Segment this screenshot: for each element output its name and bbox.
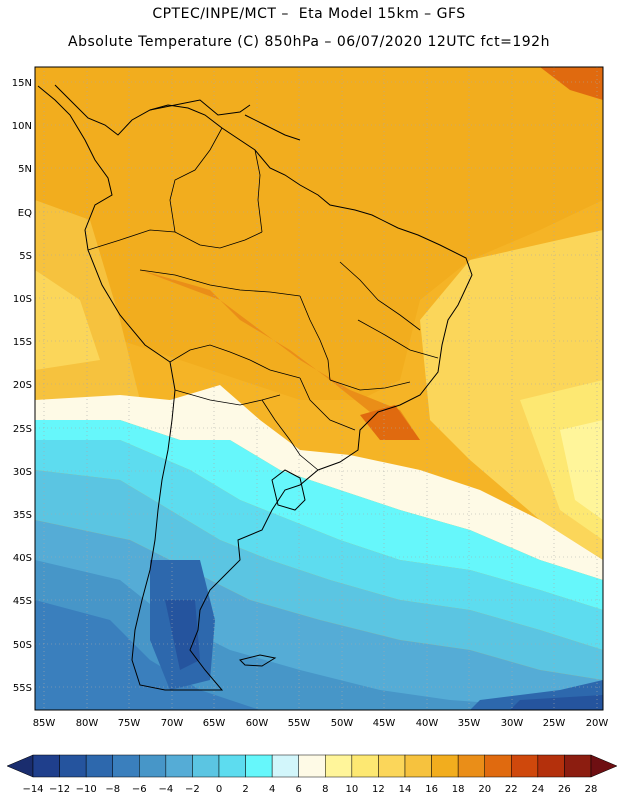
colorbar-swatch bbox=[192, 754, 220, 778]
colorbar-label: 4 bbox=[269, 784, 275, 795]
temperature-field bbox=[35, 67, 603, 710]
colorbar-swatch bbox=[218, 754, 246, 778]
lat-label: EQ bbox=[18, 208, 32, 219]
lon-label: 25W bbox=[543, 718, 566, 729]
colorbar-swatch bbox=[325, 754, 353, 778]
colorbar-low-arrow bbox=[6, 754, 34, 778]
colorbar-swatch bbox=[165, 754, 193, 778]
lat-label: 50S bbox=[13, 640, 32, 651]
colorbar-swatch bbox=[271, 754, 299, 778]
colorbar-swatch bbox=[245, 754, 273, 778]
lat-label: 45S bbox=[13, 596, 32, 607]
colorbar-label: −4 bbox=[158, 784, 173, 795]
latitude-axis: 15N 10N 5N EQ 5S 10S 15S 20S 25S 30S 35S… bbox=[12, 78, 32, 694]
colorbar-swatch bbox=[431, 754, 459, 778]
lon-label: 35W bbox=[458, 718, 481, 729]
colorbar-label: −2 bbox=[185, 784, 200, 795]
colorbar-swatch bbox=[112, 754, 140, 778]
colorbar-swatch bbox=[298, 754, 326, 778]
colorbar-label: 2 bbox=[242, 784, 248, 795]
lat-label: 20S bbox=[13, 380, 32, 391]
colorbar-label: 8 bbox=[322, 784, 328, 795]
colorbar-label: 22 bbox=[505, 784, 518, 795]
lat-label: 5N bbox=[18, 164, 32, 175]
lon-label: 75W bbox=[118, 718, 141, 729]
lon-label: 40W bbox=[416, 718, 439, 729]
colorbar-swatch bbox=[85, 754, 113, 778]
country-borders bbox=[87, 127, 439, 471]
map-title-line2: Absolute Temperature (C) 850hPa – 06/07/… bbox=[68, 34, 550, 50]
map-frame bbox=[34, 66, 604, 711]
lat-label: 10N bbox=[12, 121, 32, 132]
lon-label: 45W bbox=[373, 718, 396, 729]
lon-label: 50W bbox=[331, 718, 354, 729]
colorbar-label: 20 bbox=[478, 784, 491, 795]
lon-label: 20W bbox=[586, 718, 609, 729]
colorbar-label: −12 bbox=[49, 784, 70, 795]
colorbar-label: −10 bbox=[76, 784, 97, 795]
colorbar-label: 14 bbox=[399, 784, 412, 795]
longitude-axis: 85W 80W 75W 70W 65W 60W 55W 50W 45W 40W … bbox=[33, 718, 609, 729]
lat-label: 35S bbox=[13, 510, 32, 521]
lat-label: 25S bbox=[13, 424, 32, 435]
colorbar-label: 10 bbox=[345, 784, 358, 795]
colorbar-swatch bbox=[537, 754, 565, 778]
lat-label: 5S bbox=[19, 251, 32, 262]
colorbar-swatch bbox=[484, 754, 512, 778]
lon-label: 70W bbox=[161, 718, 184, 729]
coastline-outline bbox=[37, 84, 473, 691]
colorbar-swatch bbox=[351, 754, 379, 778]
colorbar-label: 0 bbox=[216, 784, 222, 795]
temperature-colorbar: −14 −12 −10 −8 −6 −4 −2 0 2 4 6 8 10 12 14 16 18 20 22 24 26… bbox=[6, 754, 618, 795]
lon-label: 65W bbox=[203, 718, 226, 729]
colorbar-label: 16 bbox=[425, 784, 438, 795]
colorbar-swatch bbox=[59, 754, 87, 778]
colorbar-label: −14 bbox=[22, 784, 43, 795]
colorbar-label: 18 bbox=[452, 784, 465, 795]
lat-label: 10S bbox=[13, 294, 32, 305]
grid-lines bbox=[35, 67, 603, 710]
colorbar-swatch bbox=[564, 754, 592, 778]
colorbar-swatch bbox=[457, 754, 485, 778]
lat-label: 15S bbox=[13, 337, 32, 348]
lon-label: 80W bbox=[76, 718, 99, 729]
colorbar-label: 24 bbox=[531, 784, 544, 795]
colorbar-label: 6 bbox=[296, 784, 302, 795]
lat-label: 40S bbox=[13, 553, 32, 564]
colorbar-label: −8 bbox=[105, 784, 120, 795]
lon-label: 55W bbox=[288, 718, 311, 729]
lat-label: 55S bbox=[13, 683, 32, 694]
lat-label: 15N bbox=[12, 78, 32, 89]
lon-label: 85W bbox=[33, 718, 56, 729]
colorbar-high-arrow bbox=[590, 754, 618, 778]
lon-label: 30W bbox=[501, 718, 524, 729]
colorbar-label: −6 bbox=[132, 784, 147, 795]
colorbar-label: 12 bbox=[372, 784, 385, 795]
colorbar-label: 28 bbox=[585, 784, 598, 795]
lat-label: 30S bbox=[13, 467, 32, 478]
colorbar-swatch bbox=[139, 754, 167, 778]
colorbar-swatch bbox=[378, 754, 406, 778]
colorbar-swatch bbox=[404, 754, 432, 778]
colorbar-swatch bbox=[511, 754, 539, 778]
colorbar-label: 26 bbox=[558, 784, 571, 795]
lon-label: 60W bbox=[246, 718, 269, 729]
colorbar-swatch bbox=[32, 754, 60, 778]
map-title-line1: CPTEC/INPE/MCT – Eta Model 15km – GFS bbox=[152, 6, 466, 22]
